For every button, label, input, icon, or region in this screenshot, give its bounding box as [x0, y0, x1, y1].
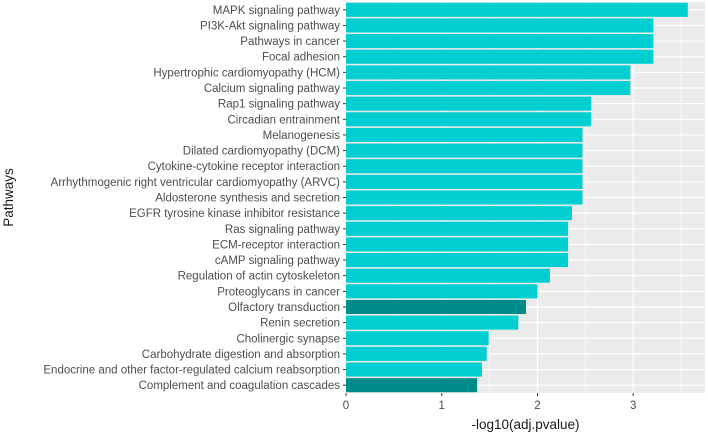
bar-endocrine-and-other-factor-regulated-calcium-reabsorption — [346, 362, 482, 377]
bar-pathways-in-cancer — [346, 34, 654, 49]
y-tick-label: Calcium signaling pathway — [204, 83, 340, 95]
y-tick-label: Endocrine and other factor-regulated cal… — [43, 365, 340, 377]
y-tick-label: Cholinergic synapse — [236, 333, 340, 345]
y-tick-label: MAPK signaling pathway — [213, 5, 340, 17]
bar-olfactory-transduction — [346, 299, 526, 315]
bar-proteoglycans-in-cancer — [346, 284, 538, 299]
bar-melanogenesis — [346, 127, 583, 142]
y-tick-label: Arrhythmogenic right ventricular cardiom… — [51, 177, 340, 189]
y-tick-label: Carbohydrate digestion and absorption — [142, 349, 340, 361]
y-tick-label: Ras signaling pathway — [225, 224, 340, 236]
bar-circadian-entrainment — [346, 112, 592, 127]
bar-aldosterone-synthesis-and-secretion — [346, 190, 583, 205]
y-tick-label: Regulation of actin cytoskeleton — [178, 271, 340, 283]
y-tick-label: PI3K-Akt signaling pathway — [200, 20, 340, 32]
bar-ras-signaling-pathway — [346, 221, 569, 236]
x-axis-title: -log10(adj.pvalue) — [471, 417, 579, 432]
bar-calcium-signaling-pathway — [346, 80, 631, 96]
y-tick-label: Olfactory transduction — [228, 302, 340, 314]
y-tick-label: Renin secretion — [260, 318, 340, 330]
y-axis-tick-labels: MAPK signaling pathway PI3K-Akt signaling… — [43, 5, 340, 392]
bar-hypertrophic-cardiomyopathy-hcm — [346, 65, 631, 80]
x-axis-ticks — [345, 393, 634, 396]
x-axis-tick-labels: 0 1 2 3 — [343, 400, 637, 412]
y-tick-label: EGFR tyrosine kinase inhibitor resistanc… — [129, 208, 340, 220]
bars — [346, 2, 688, 393]
y-tick-label: Rap1 signaling pathway — [218, 99, 340, 111]
y-tick-label: Aldosterone synthesis and secretion — [155, 193, 340, 205]
y-tick-label: Complement and coagulation cascades — [139, 380, 341, 392]
y-tick-label: Dilated cardiomyopathy (DCM) — [183, 146, 340, 158]
y-tick-label: ECM-receptor interaction — [212, 239, 340, 251]
y-tick-label: Proteoglycans in cancer — [217, 286, 340, 298]
y-tick-label: Focal adhesion — [262, 52, 340, 64]
bar-dilated-cardiomyopathy-dcm — [346, 143, 583, 158]
bar-cholinergic-synapse — [346, 331, 489, 346]
bar-rap1-signaling-pathway — [346, 96, 592, 111]
y-tick-label: Hypertrophic cardiomyopathy (HCM) — [153, 67, 340, 79]
x-tick-label: 1 — [439, 400, 445, 412]
bar-cytokine-cytokine-receptor-interaction — [346, 159, 583, 174]
y-tick-label: cAMP signaling pathway — [215, 255, 340, 267]
x-tick-label: 0 — [343, 400, 349, 412]
y-tick-label: Circadian entrainment — [227, 114, 340, 126]
bar-arrhythmogenic-right-ventricular-cardiomyopathy-arvc — [346, 174, 583, 189]
y-tick-label: Cytokine-cytokine receptor interaction — [148, 161, 340, 173]
bar-renin-secretion — [346, 315, 519, 330]
bar-egfr-tyrosine-kinase-inhibitor-resistance — [346, 206, 572, 221]
y-axis-ticks — [343, 9, 346, 386]
bar-carbohydrate-digestion-and-absorption — [346, 346, 487, 361]
y-tick-label: Pathways in cancer — [240, 36, 340, 48]
bar-focal-adhesion — [346, 49, 654, 64]
bar-camp-signaling-pathway — [346, 253, 569, 268]
bar-regulation-of-actin-cytoskeleton — [346, 268, 550, 283]
y-axis-title: Pathways — [1, 168, 16, 227]
bar-mapk-signaling-pathway — [346, 2, 688, 17]
bar-ecm-receptor-interaction — [346, 237, 569, 252]
x-tick-label: 3 — [630, 400, 636, 412]
y-tick-label: Melanogenesis — [263, 130, 341, 142]
x-tick-label: 2 — [534, 400, 540, 412]
bar-complement-and-coagulation-cascades — [346, 378, 478, 393]
bar-pi3k-akt-signaling-pathway — [346, 18, 654, 33]
